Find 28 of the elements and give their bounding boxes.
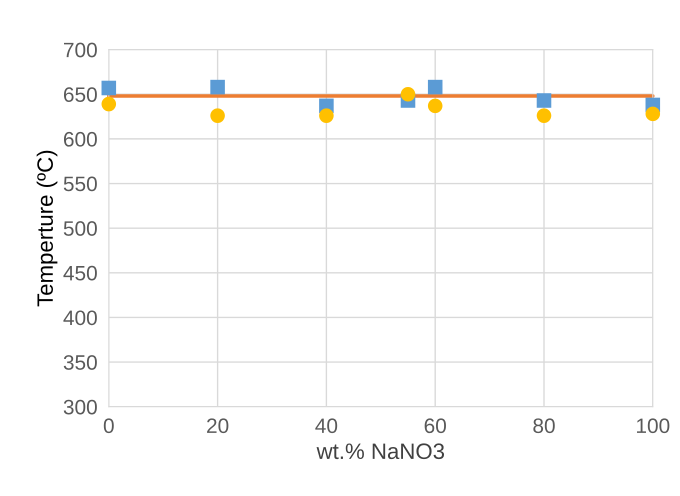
- point: [536, 93, 552, 108]
- y-tick-label: 300: [64, 400, 97, 414]
- y-tick-label: 600: [64, 132, 97, 147]
- x-tick-label: 80: [533, 418, 555, 434]
- y-tick-label: 650: [64, 87, 97, 102]
- point: [536, 108, 552, 123]
- point: [319, 108, 334, 123]
- x-tick-label: 0: [104, 418, 114, 434]
- x-tick-label: 60: [424, 418, 446, 434]
- x-axis-title: wt.% NaNO3: [316, 443, 444, 460]
- y-tick-label: 450: [63, 266, 97, 281]
- point: [210, 80, 225, 94]
- point: [400, 86, 416, 102]
- y-tick-label: 550: [64, 176, 97, 192]
- x-tick-label: 100: [637, 418, 670, 434]
- y-tick-label: 700: [64, 42, 97, 58]
- y-tick-label: 400: [63, 310, 97, 326]
- point: [646, 106, 660, 122]
- point: [428, 98, 442, 114]
- y-axis-title: Temperture (ºC): [36, 150, 58, 306]
- y-tick-label: 350: [64, 355, 97, 370]
- point: [102, 80, 116, 96]
- x-tick-label: 20: [207, 418, 228, 434]
- point: [102, 96, 116, 112]
- x-tick-label: 40: [315, 418, 338, 434]
- point: [428, 80, 442, 94]
- point: [210, 108, 225, 123]
- y-tick-label: 500: [64, 221, 97, 236]
